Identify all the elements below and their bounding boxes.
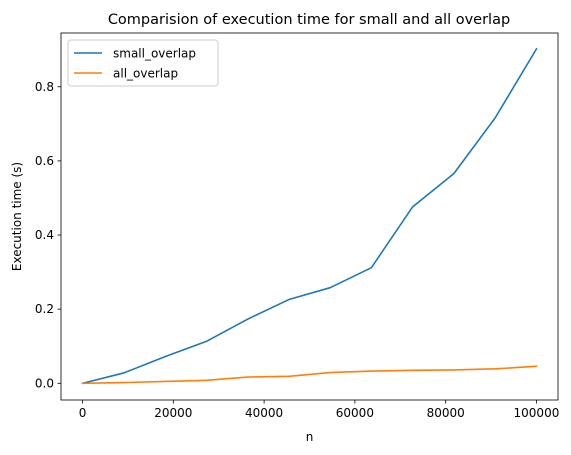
legend-box <box>67 39 219 87</box>
x-tick-label: 100000 <box>514 406 560 420</box>
y-tick-label: 0.8 <box>35 80 54 94</box>
chart-title: Comparision of execution time for small … <box>108 12 510 28</box>
y-tick-label: 0.0 <box>35 376 54 390</box>
x-tick-label: 60000 <box>336 406 374 420</box>
series-line-small-overlap <box>81 47 538 385</box>
legend-entry-label: small_overlap <box>113 47 196 61</box>
x-tick-label: 0 <box>79 406 87 420</box>
axes-frame <box>60 32 559 401</box>
y-tick-label: 0.2 <box>35 302 54 316</box>
x-tick-label: 40000 <box>245 406 283 420</box>
x-axis: 0 20000 40000 60000 80000 100000 <box>79 400 560 420</box>
legend: small_overlap all_overlap <box>67 39 219 87</box>
x-tick-label: 80000 <box>427 406 465 420</box>
y-tick-label: 0.6 <box>35 154 54 168</box>
x-tick-label: 20000 <box>154 406 192 420</box>
y-tick-label: 0.4 <box>35 228 54 242</box>
x-axis-label: n <box>306 430 314 444</box>
series-line-all-overlap <box>81 365 538 385</box>
plot-area <box>81 47 538 385</box>
legend-entry-label: all_overlap <box>113 67 178 81</box>
y-axis-label: Execution time (s) <box>10 162 24 271</box>
y-axis: 0.0 0.2 0.4 0.6 0.8 <box>35 80 61 390</box>
